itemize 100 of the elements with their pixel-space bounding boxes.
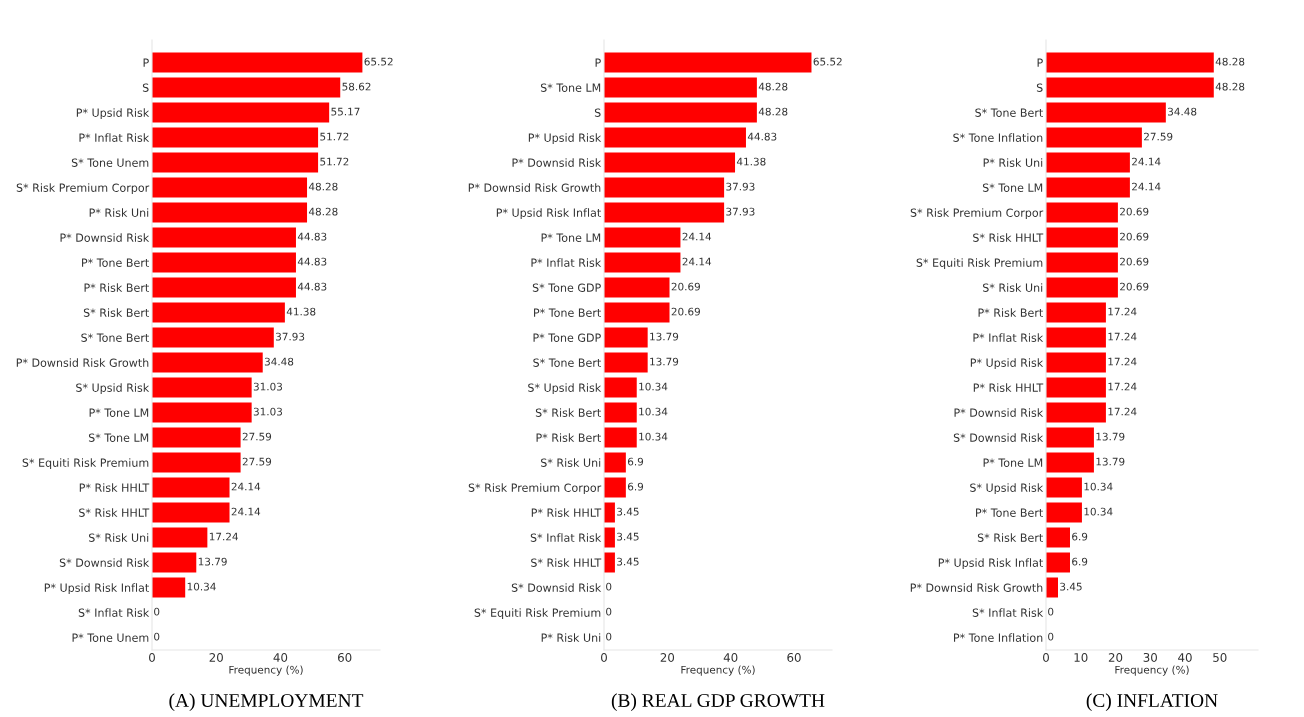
bar — [152, 577, 186, 598]
y-tick-label: S* Downsid Risk — [511, 583, 602, 592]
y-tick-label: S* Risk HHLT — [531, 558, 602, 567]
data-label: 65.52 — [364, 57, 393, 66]
data-label: 3.45 — [617, 507, 639, 516]
y-tick-label: P — [1037, 58, 1043, 67]
data-label: 20.69 — [671, 282, 700, 291]
y-tick-label: S* Risk Bert — [83, 308, 149, 317]
x-tick-label: 40 — [273, 652, 288, 662]
bar — [1046, 302, 1106, 323]
y-tick-label: S* Risk HHLT — [973, 233, 1044, 242]
y-tick-label: S* Upsid Risk — [528, 383, 602, 395]
data-label: 24.14 — [682, 232, 712, 241]
y-tick-label: P* Risk HHLT — [79, 483, 150, 492]
bar — [604, 177, 725, 198]
x-tick-label: 60 — [337, 652, 352, 662]
y-tick-label: P — [595, 58, 601, 67]
data-label: 0 — [154, 607, 160, 616]
y-tick-label: S* Downsid Risk — [953, 433, 1044, 442]
y-tick-label: S* Tone LM — [540, 83, 601, 92]
data-label: 31.03 — [253, 407, 283, 416]
y-tick-label: P* Risk HHLT — [531, 508, 602, 517]
x-tick-label: 0 — [1043, 652, 1049, 662]
text: (C) INFLATION — [1086, 693, 1218, 711]
text: (A) UNEMPLOYMENT — [169, 693, 364, 711]
y-tick-label: P* Risk Uni — [89, 208, 149, 217]
x-tick-label: 60 — [787, 652, 801, 662]
bar — [152, 152, 319, 173]
data-label: 48.28 — [1215, 82, 1245, 91]
bar — [152, 352, 263, 373]
bar — [152, 127, 319, 148]
bar — [152, 302, 285, 323]
bar — [604, 152, 736, 173]
x-tick-label: 40 — [1178, 652, 1192, 662]
bar — [604, 102, 757, 123]
data-label: 10.34 — [639, 382, 668, 391]
data-label: 0 — [606, 607, 612, 616]
bar — [604, 402, 637, 423]
bar — [1046, 427, 1094, 448]
bar — [1046, 277, 1118, 298]
y-tick-label: S* Risk Bert — [535, 408, 601, 417]
bar — [604, 452, 626, 473]
x-tick-label: 40 — [723, 652, 738, 662]
bar — [604, 52, 812, 73]
y-tick-label: S* Tone GDP — [532, 283, 601, 292]
bar — [604, 327, 648, 348]
bar — [604, 77, 757, 98]
data-label: 10.34 — [187, 582, 216, 591]
data-label: 13.79 — [1096, 457, 1125, 466]
y-tick-label: P* Upsid Risk — [970, 358, 1044, 370]
data-label: 44.83 — [297, 232, 327, 241]
data-label: 48.28 — [308, 207, 338, 216]
bar — [1046, 477, 1082, 498]
data-label: 10.34 — [1084, 482, 1113, 491]
y-tick-label: S — [142, 83, 149, 92]
bar — [604, 252, 681, 273]
data-label: 51.72 — [320, 157, 349, 166]
bar — [1046, 52, 1214, 73]
bar — [1046, 177, 1130, 198]
x-tick-label: 20 — [209, 652, 223, 662]
bar — [152, 277, 296, 298]
y-tick-label: P* Risk Uni — [541, 633, 601, 642]
y-tick-label: P* Upsid Risk Inflat — [44, 583, 149, 595]
data-label: 6.9 — [627, 457, 644, 466]
y-tick-label: P* Risk Bert — [978, 308, 1043, 317]
bar — [604, 127, 746, 148]
bar — [1046, 552, 1070, 573]
data-label: 17.24 — [1108, 357, 1137, 366]
bar — [152, 77, 341, 98]
bar — [1046, 102, 1166, 123]
data-label: 10.34 — [639, 407, 668, 416]
bar — [604, 227, 681, 248]
y-tick-label: P* Inflat Risk — [531, 258, 602, 267]
y-tick-label: P* Upsid Risk Inflat — [938, 558, 1043, 570]
bar — [1046, 127, 1142, 148]
data-label: 55.17 — [331, 107, 360, 116]
data-label: 10.34 — [1084, 507, 1113, 516]
data-label: 34.48 — [264, 357, 294, 366]
data-label: 44.83 — [747, 132, 777, 141]
y-tick-label: P* Tone LM — [541, 233, 601, 242]
y-tick-label: S* Inflat Risk — [78, 608, 150, 617]
y-tick-label: P* Downsid Risk — [512, 158, 602, 167]
bar — [152, 177, 308, 198]
bar — [604, 377, 637, 398]
bar — [152, 102, 330, 123]
bar — [152, 327, 274, 348]
y-tick-label: S* Equiti Risk Premium — [916, 258, 1043, 270]
bar — [152, 402, 252, 423]
data-label: 48.28 — [308, 182, 338, 191]
data-label: 13.79 — [198, 557, 227, 566]
y-tick-label: P — [143, 58, 149, 67]
bar — [152, 52, 363, 73]
data-label: 31.03 — [253, 382, 283, 391]
data-label: 44.83 — [297, 257, 327, 266]
data-label: 20.69 — [1120, 207, 1149, 216]
data-label: 13.79 — [650, 332, 679, 341]
bar — [604, 277, 670, 298]
data-label: 27.59 — [1144, 132, 1173, 141]
y-tick-label: P* Downsid Risk Growth — [468, 183, 601, 192]
data-label: 41.38 — [736, 157, 766, 166]
